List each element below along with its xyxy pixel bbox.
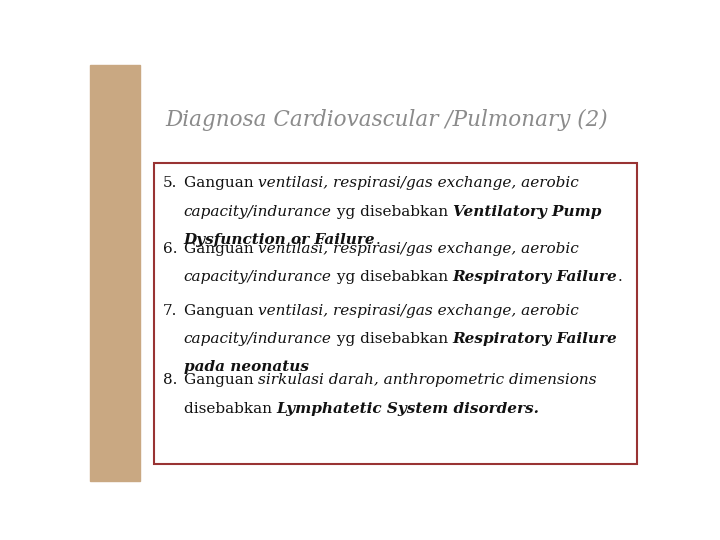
Text: 6.: 6. (163, 242, 177, 256)
Text: capacity/indurance: capacity/indurance (184, 270, 332, 284)
Text: 8.: 8. (163, 373, 177, 387)
Bar (90, 65, 140, 481)
Text: pada neonatus: pada neonatus (184, 360, 309, 374)
Text: Ganguan: Ganguan (184, 176, 258, 190)
Text: Ganguan: Ganguan (184, 304, 258, 318)
Text: 5.: 5. (163, 176, 177, 190)
Text: sirkulasi darah, anthropometric dimensions: sirkulasi darah, anthropometric dimensio… (258, 373, 597, 387)
Text: yg disebabkan: yg disebabkan (332, 332, 453, 346)
Text: Dysfunction or Failure: Dysfunction or Failure (184, 233, 375, 247)
Text: 7.: 7. (163, 304, 177, 318)
Text: Ganguan: Ganguan (184, 373, 258, 387)
Text: capacity/indurance: capacity/indurance (184, 332, 332, 346)
Text: capacity/indurance: capacity/indurance (184, 205, 332, 219)
Text: Lymphatetic System disorders.: Lymphatetic System disorders. (276, 402, 539, 416)
Text: ventilasi, respirasi/gas exchange, aerobic: ventilasi, respirasi/gas exchange, aerob… (258, 242, 579, 256)
Text: ventilasi, respirasi/gas exchange, aerobic: ventilasi, respirasi/gas exchange, aerob… (258, 304, 579, 318)
Text: ventilasi, respirasi/gas exchange, aerobic: ventilasi, respirasi/gas exchange, aerob… (258, 176, 579, 190)
Text: disebabkan: disebabkan (184, 402, 276, 416)
Text: Ventilatory Pump: Ventilatory Pump (453, 205, 601, 219)
Text: .: . (617, 270, 622, 284)
Text: Respiratory Failure: Respiratory Failure (453, 332, 617, 346)
Text: Diagnosa Cardiovascular /Pulmonary (2): Diagnosa Cardiovascular /Pulmonary (2) (166, 109, 608, 131)
Text: Ganguan: Ganguan (184, 242, 258, 256)
Text: .: . (375, 233, 380, 247)
Text: yg disebabkan: yg disebabkan (332, 270, 453, 284)
Text: yg disebabkan: yg disebabkan (332, 205, 453, 219)
Text: Respiratory Failure: Respiratory Failure (453, 270, 617, 284)
